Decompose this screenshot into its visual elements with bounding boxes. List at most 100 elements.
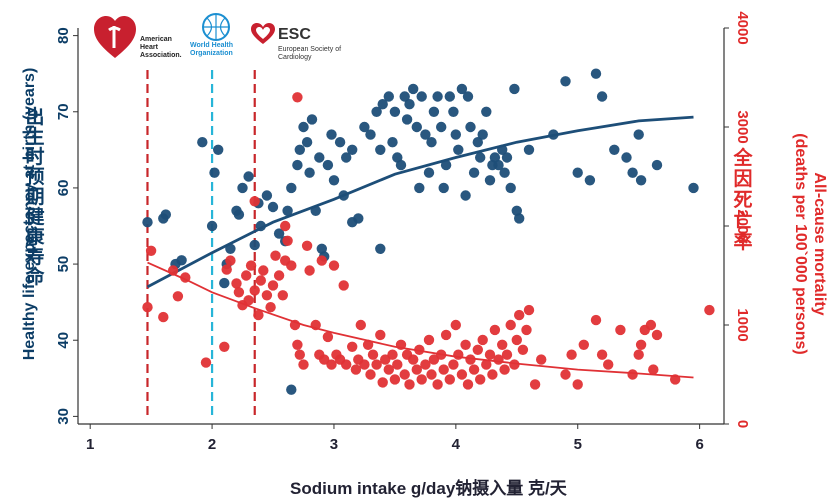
mortality-point	[423, 334, 435, 346]
mortality-point	[596, 349, 608, 360]
life-expectancy-point	[501, 152, 513, 163]
mortality-point	[408, 354, 419, 365]
mortality-point	[387, 349, 398, 360]
x-tick-label: 1	[86, 436, 94, 453]
life-expectancy-point	[462, 91, 474, 102]
x-tick-label: 2	[208, 436, 216, 453]
life-expectancy-point	[426, 137, 437, 148]
life-expectancy-point	[213, 144, 224, 155]
mortality-point	[362, 339, 374, 350]
mortality-point	[648, 364, 659, 375]
life-expectancy-point	[255, 220, 266, 232]
life-expectancy-point	[596, 91, 608, 102]
mortality-points	[142, 92, 715, 390]
life-expectancy-point	[243, 171, 254, 182]
mortality-point	[383, 364, 394, 375]
life-expectancy-point	[322, 159, 334, 171]
mortality-point	[501, 349, 513, 360]
life-expectancy-point	[456, 83, 468, 95]
mortality-point	[277, 290, 288, 301]
mortality-point	[225, 255, 236, 266]
life-expectancy-point	[301, 137, 313, 148]
life-expectancy-point	[465, 121, 476, 133]
x-tick-label: 5	[574, 436, 582, 453]
life-expectancy-point	[334, 137, 346, 148]
y-right-tick-label: 1000	[734, 308, 751, 341]
life-expectancy-point	[341, 152, 352, 163]
y-right-tick-label: 0	[734, 420, 751, 428]
mortality-point	[341, 359, 352, 370]
life-expectancy-point	[514, 213, 525, 224]
life-expectancy-point	[460, 190, 471, 201]
mortality-point	[484, 349, 496, 360]
mortality-point	[167, 265, 179, 276]
life-expectancy-point	[499, 167, 510, 178]
life-expectancy-point	[590, 68, 602, 79]
mortality-point	[255, 275, 266, 286]
life-expectancy-point	[572, 167, 583, 178]
organization-logos: American Heart Association. World Health…	[92, 10, 372, 70]
mortality-point	[145, 245, 157, 256]
x-tick-label: 6	[695, 436, 703, 453]
mortality-point	[566, 349, 577, 360]
life-expectancy-point	[304, 167, 315, 178]
mortality-point	[460, 339, 471, 350]
life-expectancy-point	[371, 106, 382, 118]
life-expectancy-point	[633, 129, 644, 140]
life-expectancy-point	[249, 239, 260, 251]
axis-ticks: 1 2 3 4 5 6 30 40 50 60 70 80 0 1000 2000 3000 4000	[55, 11, 751, 453]
mortality-point	[304, 265, 315, 276]
mortality-point	[298, 359, 309, 370]
y-axis-left-label-zh: 出生时预期健康寿命	[25, 107, 45, 288]
mortality-point	[253, 309, 264, 321]
mortality-point	[487, 369, 498, 380]
mortality-point	[475, 374, 486, 385]
mortality-point	[395, 339, 407, 350]
mortality-point	[267, 280, 279, 291]
life-expectancy-point	[523, 144, 535, 155]
life-expectancy-point	[484, 175, 496, 186]
mortality-point	[371, 359, 382, 370]
life-expectancy-point	[209, 167, 220, 178]
x-tick-label: 3	[330, 436, 338, 453]
mortality-point	[404, 379, 415, 390]
mortality-point	[472, 344, 483, 355]
mortality-point	[301, 240, 313, 251]
y-left-tick-label: 70	[55, 103, 72, 120]
life-expectancy-point	[453, 144, 464, 155]
mortality-point	[517, 344, 529, 355]
mortality-point	[316, 255, 327, 266]
y-axis-right-label-line1: All-cause mortality	[811, 172, 828, 316]
mortality-point	[514, 309, 525, 321]
life-expectancy-point	[493, 159, 504, 171]
y-right-tick-label: 3000	[734, 110, 751, 143]
life-expectancy-point	[197, 137, 208, 148]
mortality-point	[172, 291, 184, 302]
life-expectancy-point	[261, 190, 273, 201]
life-expectancy-point	[468, 167, 480, 178]
life-expectancy-point	[375, 243, 386, 254]
life-expectancy-point	[225, 243, 236, 254]
life-expectancy-point	[387, 137, 398, 148]
mortality-point	[221, 264, 232, 275]
mortality-point	[440, 329, 452, 341]
life-expectancy-point	[306, 114, 318, 125]
who-text: World Health Organization	[190, 42, 234, 57]
esc-title: ESC	[278, 26, 311, 43]
mortality-point	[432, 379, 443, 390]
life-expectancy-point	[688, 182, 699, 194]
mortality-point	[243, 295, 254, 306]
life-expectancy-point	[294, 144, 305, 155]
mortality-point	[529, 379, 541, 390]
esc-heart-logo-icon	[251, 23, 275, 44]
mortality-point	[249, 196, 260, 207]
x-tick-label: 4	[452, 436, 461, 453]
mortality-point	[392, 359, 403, 370]
life-expectancy-point	[621, 152, 632, 163]
life-expectancy-point	[347, 144, 358, 155]
esc-subtitle: European Society of Cardiology	[278, 46, 342, 61]
mortality-point	[411, 364, 422, 375]
mortality-point	[633, 349, 644, 360]
mortality-point	[328, 260, 340, 271]
